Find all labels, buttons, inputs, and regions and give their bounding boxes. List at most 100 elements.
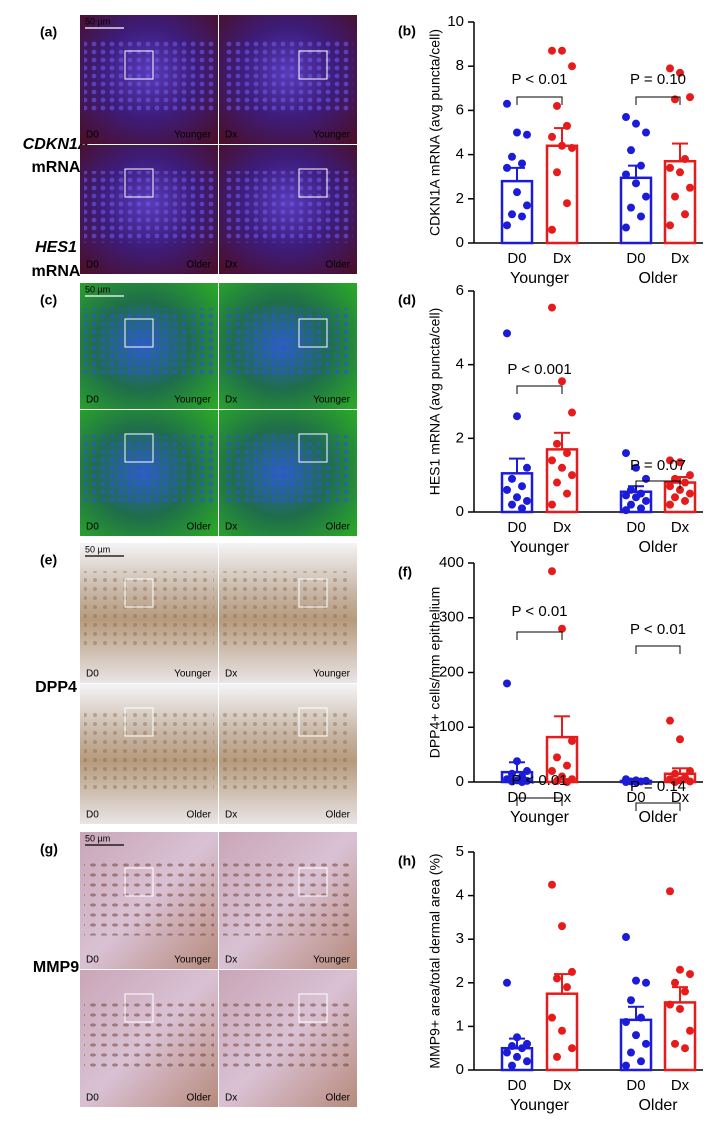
p-value: P < 0.01 xyxy=(511,71,567,88)
data-point xyxy=(553,478,561,487)
data-point xyxy=(686,471,694,480)
y-tick-label: 1 xyxy=(456,1017,464,1034)
data-point xyxy=(548,567,556,576)
p-value: P < 0.001 xyxy=(507,361,571,378)
data-point xyxy=(627,485,635,494)
stain-title: mRNA xyxy=(32,159,81,176)
data-point xyxy=(523,463,531,472)
data-point xyxy=(627,1048,635,1057)
data-point xyxy=(558,141,566,150)
micrograph-texture xyxy=(223,435,353,506)
data-point xyxy=(666,221,674,230)
data-point xyxy=(568,1044,576,1053)
data-point xyxy=(642,1039,650,1048)
data-point xyxy=(518,159,526,168)
data-point xyxy=(548,46,556,55)
data-point xyxy=(523,767,531,776)
data-point xyxy=(503,485,511,494)
error-bar xyxy=(628,1005,644,1020)
data-point xyxy=(686,767,694,776)
data-point xyxy=(627,500,635,509)
significance-bracket xyxy=(516,631,563,640)
data-point xyxy=(503,978,511,987)
data-point xyxy=(671,1039,679,1048)
data-point xyxy=(558,46,566,55)
tile-condition: D0 xyxy=(86,810,99,821)
tile-condition: D0 xyxy=(86,395,99,406)
inset-box xyxy=(124,50,154,80)
data-point xyxy=(553,776,561,785)
data-point xyxy=(637,504,645,513)
data-point xyxy=(513,412,521,421)
group-label: Younger xyxy=(510,539,570,556)
y-tick-label: 8 xyxy=(456,57,464,74)
tile-group: Older xyxy=(187,1093,212,1104)
p-value: P < 0.01 xyxy=(511,603,567,620)
tile-condition: D0 xyxy=(86,955,99,966)
panel-label: (g) xyxy=(40,841,58,857)
data-point xyxy=(642,474,650,483)
inset-box xyxy=(124,168,154,198)
data-point xyxy=(671,769,679,778)
micrograph-texture xyxy=(84,571,214,649)
data-point xyxy=(518,482,526,491)
stain-title: MMP9 xyxy=(33,959,79,976)
data-point xyxy=(622,933,630,942)
data-point xyxy=(523,496,531,505)
micrograph-texture xyxy=(223,308,353,379)
data-point xyxy=(637,212,645,221)
y-axis-label: DPP4+ cells/mm epithelium xyxy=(427,587,443,759)
data-point xyxy=(523,130,531,139)
series-label: D0 xyxy=(626,519,645,536)
data-point xyxy=(548,880,556,889)
bar xyxy=(619,176,653,245)
y-tick-label: 0 xyxy=(456,503,464,520)
data-point xyxy=(671,778,679,786)
inset-box xyxy=(124,578,154,608)
tile-condition: Dx xyxy=(225,955,237,966)
tile-condition: Dx xyxy=(225,1093,237,1104)
data-point xyxy=(558,377,566,386)
y-axis-label: HES1 mRNA (avg puncta/cell) xyxy=(427,308,443,496)
data-point xyxy=(558,624,566,633)
data-point xyxy=(666,482,674,491)
tile-condition: Dx xyxy=(225,522,237,533)
data-point xyxy=(642,192,650,201)
panel-label: (f) xyxy=(398,564,412,580)
data-point xyxy=(503,163,511,172)
inset-box xyxy=(124,707,154,737)
y-tick-label: 2 xyxy=(456,190,464,207)
data-point xyxy=(676,1004,684,1013)
data-point xyxy=(553,439,561,448)
data-point xyxy=(627,203,635,212)
data-point xyxy=(508,500,516,509)
data-point xyxy=(563,199,571,208)
data-point xyxy=(508,777,516,786)
series-label: D0 xyxy=(507,1077,526,1094)
panel-label: (h) xyxy=(398,853,416,869)
p-value: P = 0.07 xyxy=(630,457,686,474)
tile-group: Older xyxy=(326,260,351,271)
tile-condition: D0 xyxy=(86,522,99,533)
inset-box xyxy=(298,578,328,608)
inset-box xyxy=(298,433,328,463)
stain-title: HES1 xyxy=(35,239,77,256)
error-bar xyxy=(509,166,525,182)
data-point xyxy=(553,101,561,110)
data-point xyxy=(548,132,556,141)
data-point xyxy=(558,463,566,472)
y-tick-label: 6 xyxy=(456,282,464,299)
error-bar xyxy=(509,457,525,474)
data-point xyxy=(676,965,684,974)
tile-group: Older xyxy=(326,1093,351,1104)
tile-condition: D0 xyxy=(86,669,99,680)
tile-condition: D0 xyxy=(86,260,99,271)
data-point xyxy=(681,987,689,996)
data-point xyxy=(676,458,684,467)
panel-label: (d) xyxy=(398,292,416,308)
data-point xyxy=(622,1061,630,1070)
series-label: Dx xyxy=(553,1077,572,1094)
panel-label: (b) xyxy=(398,23,416,39)
data-point xyxy=(568,736,576,745)
